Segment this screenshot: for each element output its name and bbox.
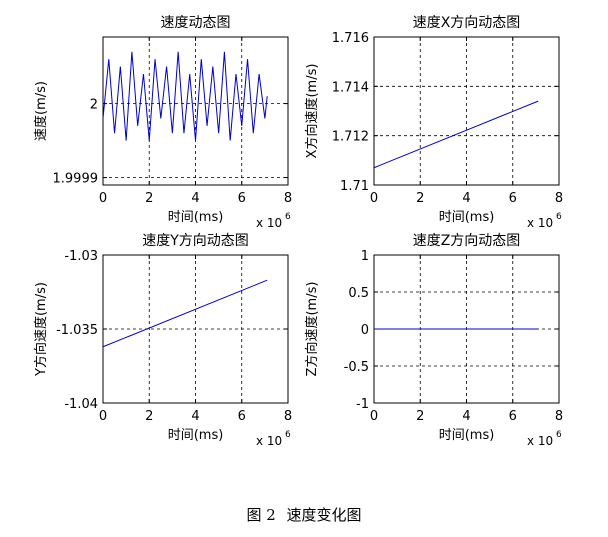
y-tick-label: 1 bbox=[361, 249, 369, 264]
y-tick-label: 0 bbox=[361, 323, 369, 338]
x-tick-label: 6 bbox=[509, 409, 517, 424]
subplot-title: 速度动态图 bbox=[161, 15, 231, 31]
x-axis-label: 时间(ms) bbox=[439, 210, 495, 225]
subplot-title: 速度Z方向动态图 bbox=[413, 233, 521, 249]
figure-caption: 图 2 速度变化图 bbox=[0, 504, 608, 525]
x-exponent: 6 bbox=[556, 212, 562, 222]
x-axis-label: 时间(ms) bbox=[168, 210, 224, 225]
y-tick-label: 1.9999 bbox=[53, 172, 99, 187]
x-tick-label: 4 bbox=[191, 409, 199, 424]
x-tick-label: 0 bbox=[370, 409, 378, 424]
x-tick-label: 6 bbox=[238, 191, 246, 206]
y-tick-label: 1.716 bbox=[332, 31, 369, 46]
x-tick-label: 2 bbox=[145, 191, 153, 206]
x-tick-label: 0 bbox=[99, 409, 107, 424]
subplot-title: 速度Y方向动态图 bbox=[142, 233, 249, 249]
x-exponent: 6 bbox=[285, 430, 291, 440]
series-line bbox=[102, 279, 268, 348]
y-tick-label: -1.04 bbox=[64, 397, 98, 412]
y-tick-label: 0.5 bbox=[348, 286, 369, 301]
x-tick-label: 8 bbox=[555, 191, 563, 206]
x-exponent: 6 bbox=[556, 430, 562, 440]
y-axis-label: 速度(m/s) bbox=[33, 81, 49, 141]
x-tick-label: 0 bbox=[99, 191, 107, 206]
y-tick-label: 1.712 bbox=[332, 130, 369, 145]
x-exponent-label: x 10 bbox=[527, 434, 553, 448]
y-axis-label: X方向速度(m/s) bbox=[304, 64, 320, 159]
x-tick-label: 4 bbox=[191, 191, 199, 206]
x-exponent-label: x 10 bbox=[256, 216, 282, 230]
caption-label: 图 2 bbox=[246, 506, 276, 524]
x-tick-label: 8 bbox=[284, 409, 292, 424]
y-tick-label: -1.035 bbox=[56, 323, 98, 338]
series-line bbox=[102, 51, 268, 141]
x-exponent-label: x 10 bbox=[527, 216, 553, 230]
x-tick-label: 2 bbox=[145, 409, 153, 424]
x-tick-label: 4 bbox=[462, 191, 470, 206]
x-tick-label: 0 bbox=[370, 191, 378, 206]
x-axis-label: 时间(ms) bbox=[439, 428, 495, 443]
y-tick-label: 2 bbox=[90, 98, 98, 113]
caption-title: 速度变化图 bbox=[286, 506, 362, 524]
y-tick-label: -1 bbox=[356, 397, 369, 412]
x-tick-label: 2 bbox=[416, 409, 424, 424]
x-exponent-label: x 10 bbox=[256, 434, 282, 448]
y-tick-label: -1.03 bbox=[64, 249, 98, 264]
y-axis-label: Z方向速度(m/s) bbox=[304, 282, 320, 377]
x-tick-label: 6 bbox=[238, 409, 246, 424]
x-exponent: 6 bbox=[285, 212, 291, 222]
y-tick-label: -0.5 bbox=[344, 360, 369, 375]
x-tick-label: 2 bbox=[416, 191, 424, 206]
subplot-title: 速度X方向动态图 bbox=[413, 15, 521, 31]
x-tick-label: 8 bbox=[284, 191, 292, 206]
x-axis-label: 时间(ms) bbox=[168, 428, 224, 443]
series-line bbox=[373, 100, 539, 169]
y-axis-label: Y方向速度(m/s) bbox=[33, 282, 49, 377]
y-tick-label: 1.714 bbox=[332, 80, 369, 95]
x-tick-label: 4 bbox=[462, 409, 470, 424]
x-tick-label: 8 bbox=[555, 409, 563, 424]
y-tick-label: 1.71 bbox=[340, 179, 369, 194]
x-tick-label: 6 bbox=[509, 191, 517, 206]
